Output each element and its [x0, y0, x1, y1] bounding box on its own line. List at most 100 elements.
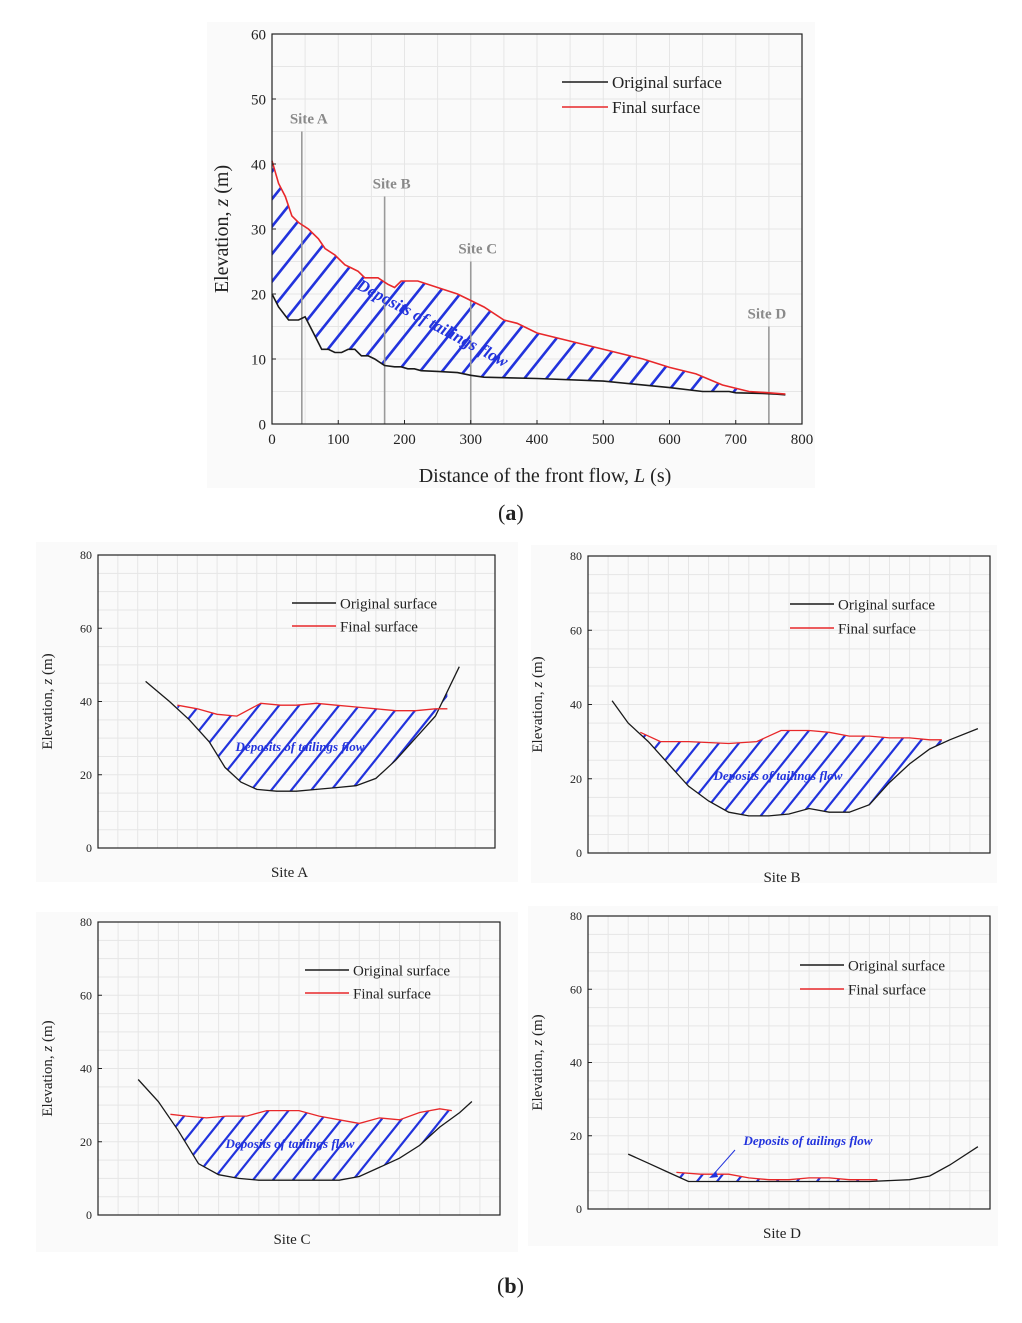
x-tick-label: 200	[393, 432, 416, 448]
x-tick-label: 800	[791, 432, 814, 448]
y-tick-label: 50	[251, 92, 266, 108]
x-tick-label: 300	[460, 432, 483, 448]
y-tick-label: 60	[570, 982, 582, 996]
legend: Original surface Final surface	[790, 597, 935, 637]
grid	[588, 556, 990, 853]
hatch-line	[1011, 456, 1022, 953]
panel-label-b: (b)	[497, 1273, 524, 1298]
y-axis-label-text: Elevation,	[40, 685, 56, 750]
hatch-line	[936, 0, 1022, 524]
y-tick-label: 40	[80, 1062, 92, 1076]
series-final-surface	[177, 702, 448, 717]
y-tick-label: 40	[80, 695, 92, 709]
grid	[98, 922, 500, 1215]
y-tick-label: 30	[251, 222, 266, 238]
deposit-label: Deposits of tailings flow	[225, 1136, 355, 1151]
y-axis-label-var: z	[40, 679, 56, 686]
x-axis-label-var: L	[633, 465, 645, 487]
x-tick-label: 700	[725, 432, 748, 448]
chart-backdrop	[531, 545, 997, 883]
y-tick-label: 0	[86, 1208, 92, 1222]
chart-site-d: 0 20 40 60 80 Elevation, z (m) Site D Original …	[528, 816, 1022, 1309]
y-axis-label: Elevation, z (m)	[40, 653, 56, 749]
site-label: Site B	[373, 177, 411, 193]
legend-label-final: Final surface	[612, 98, 700, 117]
legend-label-original: Original surface	[838, 597, 935, 613]
legend-label-final: Final surface	[353, 986, 431, 1002]
y-axis-label: Elevation, z (m)	[40, 1020, 56, 1116]
y-axis-label-var: z	[530, 1040, 546, 1047]
grid	[588, 916, 990, 1209]
y-tick-label: 40	[251, 157, 266, 173]
y-axis-label-var: z	[40, 1046, 56, 1053]
y-tick-label: 20	[570, 772, 582, 786]
y-tick-label: 60	[80, 988, 92, 1002]
legend: Original surface Final surface	[562, 73, 722, 117]
y-tick-label: 60	[251, 27, 266, 43]
y-axis-label-unit: (m)	[530, 1014, 546, 1039]
y-axis-label-unit: (m)	[40, 653, 56, 678]
y-axis-label: Elevation, z (m)	[530, 1014, 546, 1110]
y-tick-label: 40	[570, 1056, 582, 1070]
chart-site-a: 0 20 40 60 80 Elevation, z (m) Site A Original …	[0, 455, 518, 948]
y-tick-label: 0	[576, 1202, 582, 1216]
legend: Original surface Final surface	[305, 963, 450, 1002]
y-axis-label-var: z	[211, 199, 233, 208]
series-original-surface	[271, 293, 786, 396]
y-tick-label: 10	[251, 352, 266, 368]
hatch-line	[0, 0, 176, 524]
legend-label-original: Original surface	[340, 596, 437, 612]
legend-label-original: Original surface	[353, 963, 450, 979]
deposit-label: Deposits of tailings flow	[743, 1133, 873, 1148]
y-tick-label: 60	[570, 623, 582, 637]
hatch-line	[0, 822, 39, 1315]
y-tick-label: 80	[80, 548, 92, 562]
y-tick-label: 20	[80, 768, 92, 782]
chart-site-b: 0 20 40 60 80 Elevation, z (m) Site B Original …	[530, 456, 1022, 953]
grid	[272, 34, 802, 424]
hatch-line	[892, 0, 1022, 524]
y-axis-label-unit: (m)	[40, 1020, 56, 1045]
series-final-surface	[170, 1108, 452, 1125]
series-final-surface	[271, 160, 786, 395]
x-axis-label: Site B	[763, 870, 800, 886]
hatch-line	[780, 160, 786, 395]
hatch-line	[1015, 816, 1022, 1309]
hatch-line	[914, 0, 1022, 524]
legend-label-original: Original surface	[612, 73, 722, 92]
x-axis-label: Site C	[273, 1232, 310, 1248]
chart-site-c: 0 20 40 60 80 Elevation, z (m) Site C Original …	[0, 822, 518, 1315]
hatch-line	[0, 0, 198, 524]
hatch-line	[0, 455, 39, 948]
chart-backdrop	[207, 22, 815, 488]
panel-label-a: (a)	[498, 500, 524, 525]
hatch-line	[0, 0, 242, 524]
legend-label-final: Final surface	[848, 982, 926, 998]
y-tick-label: 20	[251, 287, 266, 303]
x-axis-label: Distance of the front flow, L (s)	[419, 465, 672, 487]
chart-backdrop	[528, 906, 998, 1246]
x-axis-label-unit: (s)	[645, 465, 671, 487]
series-original-surface	[611, 700, 979, 817]
legend: Original surface Final surface	[292, 596, 437, 635]
hatch-line	[0, 822, 19, 1315]
y-tick-label: 80	[570, 549, 582, 563]
y-tick-label: 80	[570, 909, 582, 923]
x-axis-label-text: Distance of the front flow,	[419, 465, 634, 487]
x-axis-label: Site D	[763, 1226, 801, 1242]
y-tick-label: 80	[80, 915, 92, 929]
y-axis-label: Elevation, z (m)	[211, 165, 233, 293]
hatch-line	[1002, 0, 1022, 524]
site-label: Site C	[458, 242, 497, 258]
hatch-line	[848, 0, 1022, 524]
hatch-line	[0, 0, 220, 524]
y-tick-label: 20	[570, 1129, 582, 1143]
legend: Original surface Final surface	[800, 958, 945, 998]
x-tick-label: 0	[268, 432, 276, 448]
y-tick-label: 20	[80, 1135, 92, 1149]
hatch-line	[0, 0, 154, 524]
y-tick-label: 40	[570, 698, 582, 712]
y-tick-label: 60	[80, 621, 92, 635]
site-label: Site D	[748, 307, 787, 323]
